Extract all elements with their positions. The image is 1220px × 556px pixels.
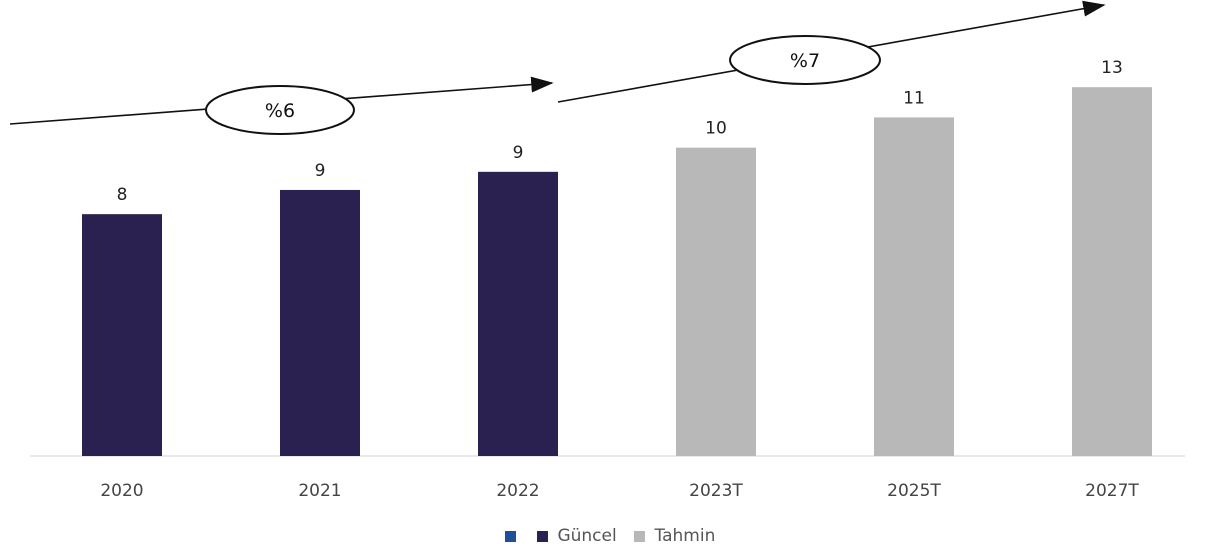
x-tick-label: 2021 [298,481,341,501]
x-tick-label: 2023T [689,481,743,501]
legend-tahmin-swatch [634,530,646,542]
x-tick-label: 2025T [887,481,941,501]
x-tick-label: 2020 [100,481,143,501]
legend-extra [504,526,520,546]
bar-2021 [280,189,360,456]
data-label: 13 [1101,58,1123,78]
growth-rate-label: %7 [790,50,820,72]
data-label: 9 [315,161,326,181]
growth-oval [205,85,355,135]
growth-oval [729,35,881,85]
data-label: 9 [513,143,524,163]
bar-2027T [1072,87,1152,456]
legend-guncel: Güncel [537,526,617,546]
data-label: 11 [903,88,925,108]
data-label: 10 [705,119,727,139]
bar-2022 [478,171,558,457]
data-label: 8 [117,185,128,205]
bar-2023T [676,147,756,456]
legend-tahmin-label: Tahmin [654,526,716,546]
legend-extra-swatch [504,530,516,542]
legend-guncel-swatch [537,530,549,542]
x-tick-label: 2022 [496,481,539,501]
legend-tahmin: Tahmin [634,526,715,546]
bar-2020 [82,214,162,456]
legend: Güncel Tahmin [0,526,1220,546]
legend-guncel-label: Güncel [557,526,617,546]
x-tick-label: 2027T [1085,481,1139,501]
growth-rate-label: %6 [265,100,295,122]
bar-2025T [874,117,954,457]
